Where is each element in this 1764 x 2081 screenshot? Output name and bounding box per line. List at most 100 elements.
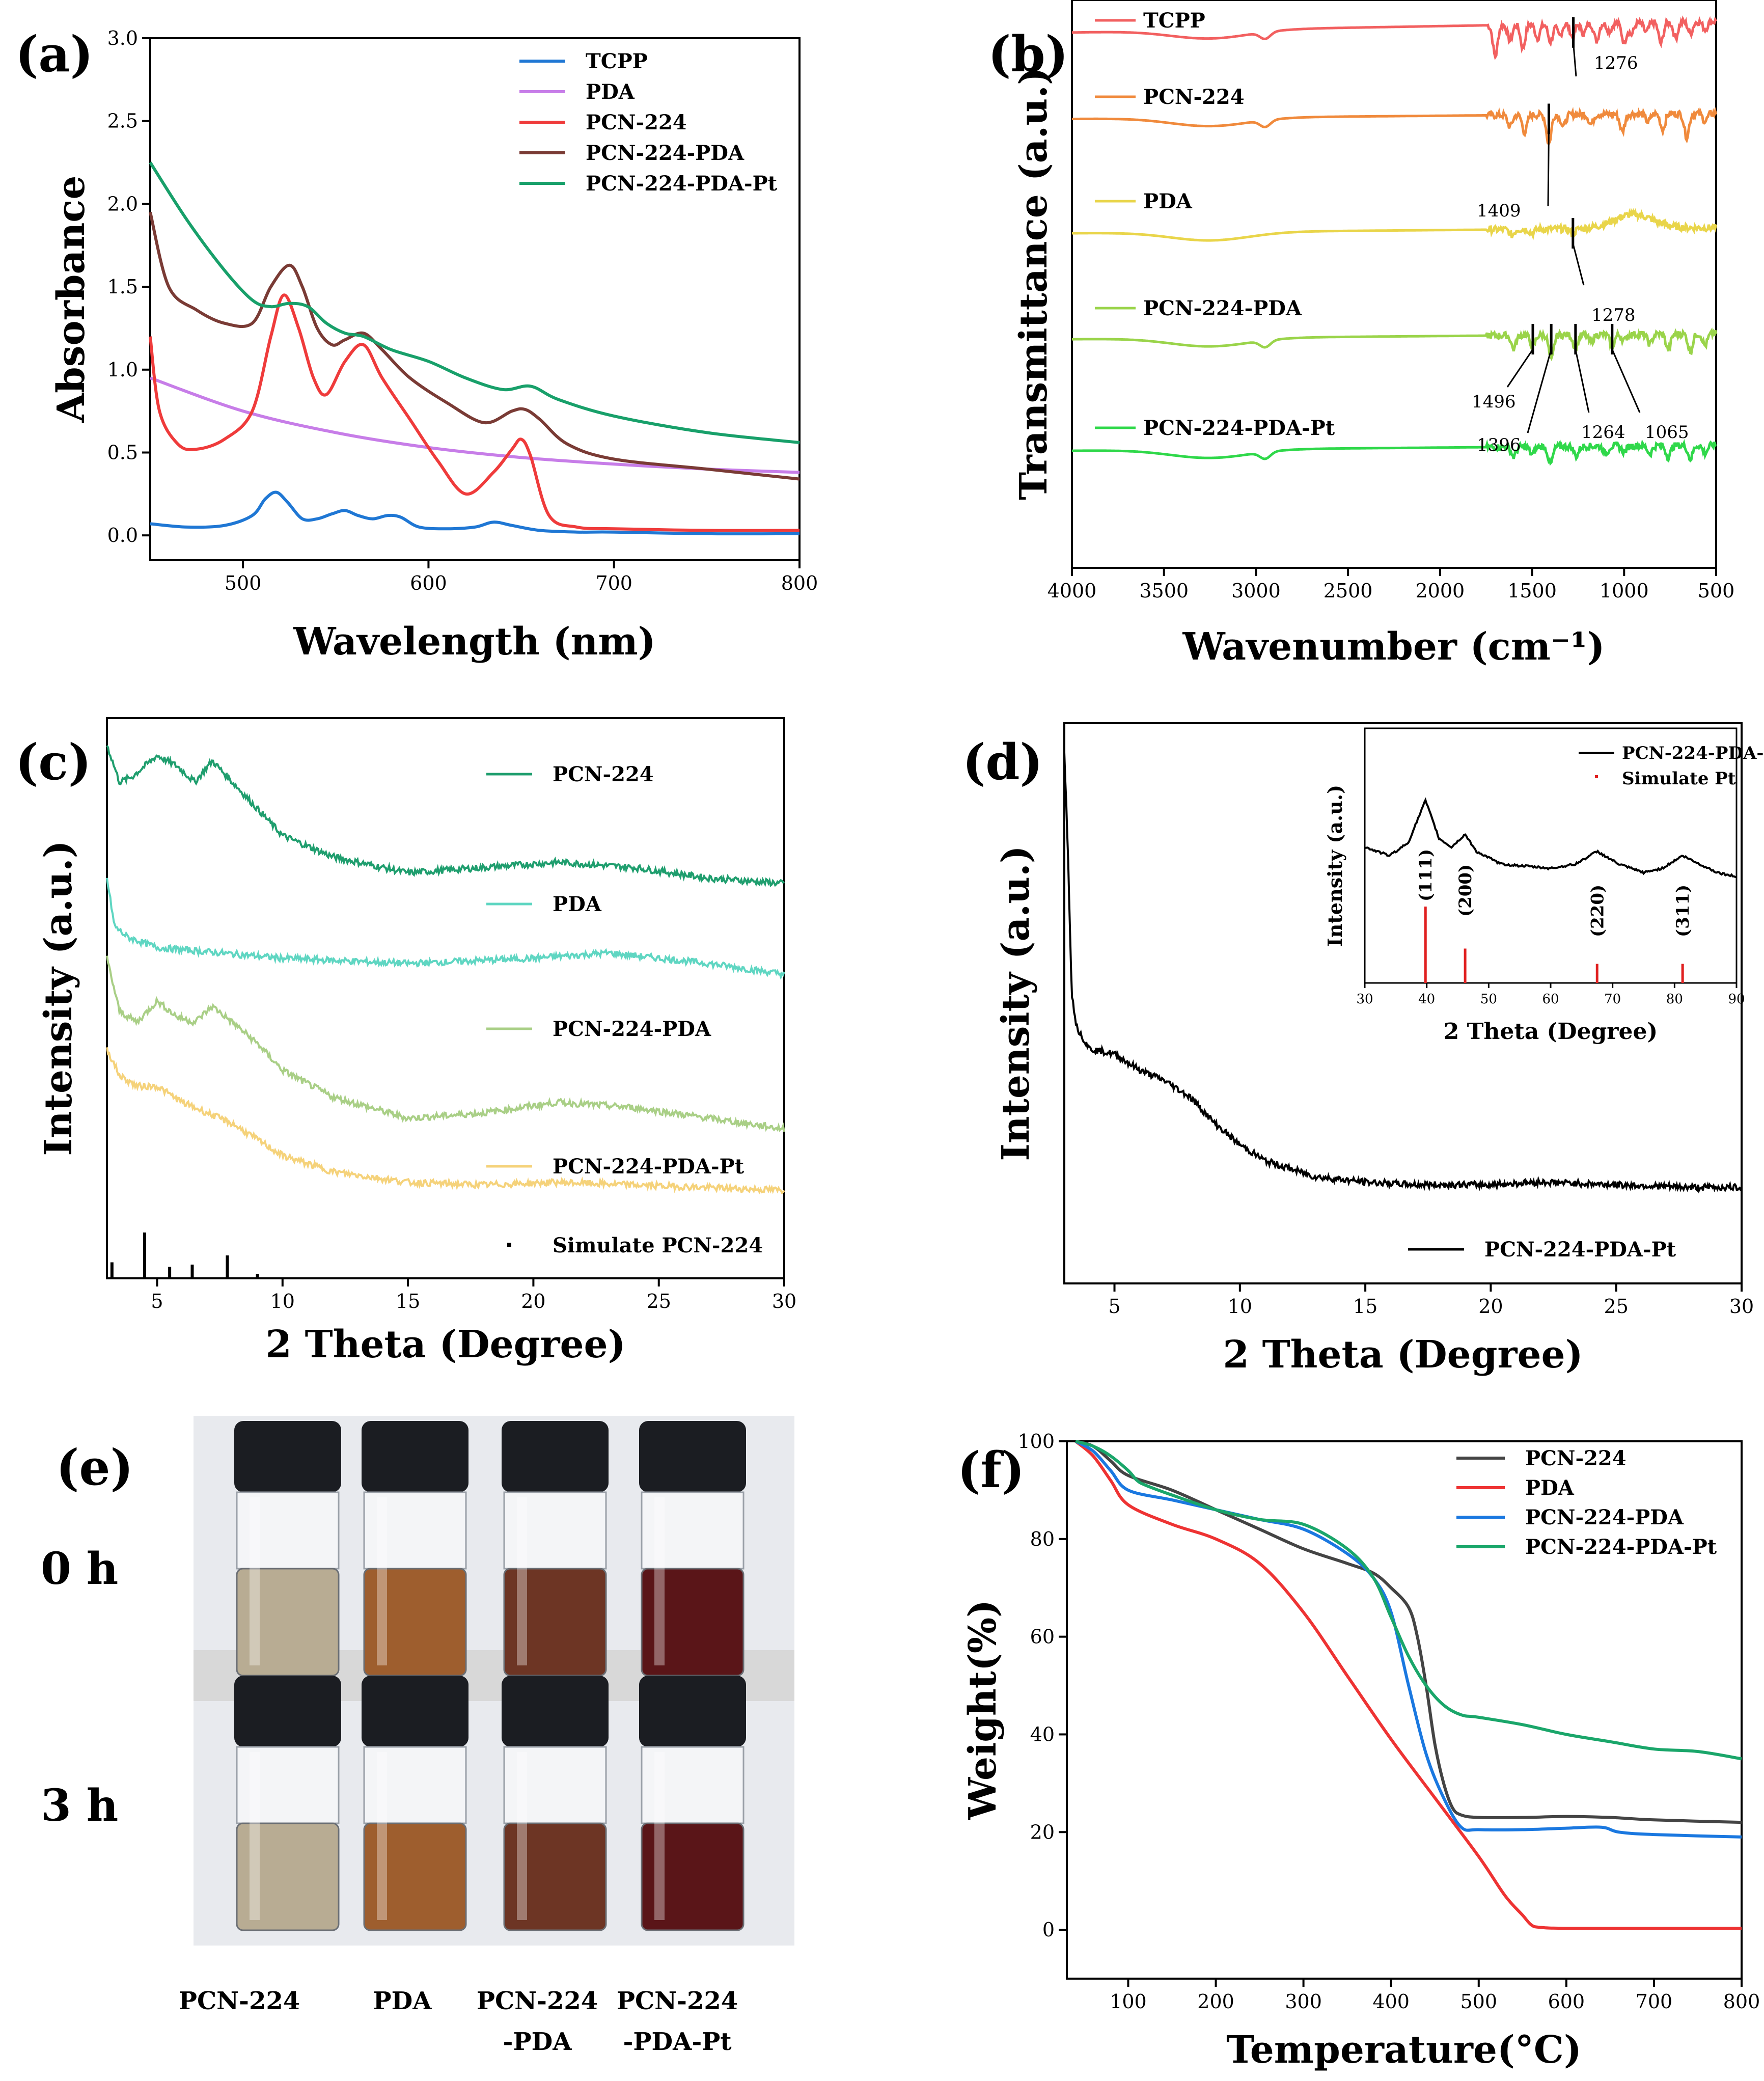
y-tick-label: 3.0	[107, 27, 138, 49]
time-label-3h: 3 h	[41, 1780, 118, 1831]
panel-c-ylabel: Intensity (a.u.)	[37, 840, 80, 1156]
panel-d-frame	[1063, 722, 1743, 1284]
series-line-pda	[1074, 1440, 1742, 1930]
legend-label-tcpp: TCPP	[1143, 9, 1205, 33]
panel-f-frame	[1066, 1440, 1743, 1980]
legend-label-simulate-pcn-224: Simulate PCN-224	[553, 1234, 763, 1257]
x-tick-label: 800	[1723, 1990, 1760, 2013]
series-line-pcn-224-pda	[1074, 1440, 1742, 1839]
panel-d-ylabel: Intensity (a.u.)	[994, 845, 1038, 1161]
x-tick-label: 4000	[1048, 580, 1097, 602]
vial-label-2-line2: -PDA	[503, 2028, 572, 2056]
panel-b-ylabel: Transmittance (a.u.)	[1012, 67, 1056, 500]
panel-c-frame	[106, 717, 785, 1279]
inset-legend-swatch-simulate	[1595, 775, 1598, 778]
inset-x-tick-label: 90	[1728, 992, 1745, 1007]
legend-label-pda: PDA	[586, 80, 635, 104]
legend-label-pda: PDA	[553, 892, 602, 916]
panel-a-frame	[149, 37, 801, 561]
inset-legend-label-simulate: Simulate Pt	[1622, 769, 1736, 789]
panel-f-tga-chart: (f) 0 20 40 60 80 100 100 200 300 400 500 600 700 80…	[957, 1430, 1760, 2072]
vial-highlight	[654, 1497, 665, 1665]
vial-cap	[362, 1676, 468, 1747]
legend-label-pda: PDA	[1525, 1476, 1575, 1500]
panel-b-ftir-chart: (b) 4000 3500 3000 2500 2000 1500 1000 500 TCPP…	[988, 0, 1734, 669]
vial-highlight	[517, 1497, 527, 1665]
y-tick-label: 20	[1030, 1821, 1055, 1843]
x-tick-label: 15	[396, 1290, 420, 1312]
x-tick-label: 100	[1110, 1990, 1147, 2013]
inset-peak-labels: (111) (200) (220) (311)	[1416, 849, 1693, 937]
peak-label-1409: 1409	[1477, 201, 1521, 221]
x-tick-label: 400	[1372, 1990, 1410, 2013]
series-line-pcn-224-pda	[1072, 327, 1718, 362]
vial-cap	[639, 1676, 746, 1747]
y-tick-label: 80	[1030, 1528, 1055, 1550]
panel-b-annotations: 1276 1409 1278 1496 1396 1264 1065	[1472, 17, 1689, 455]
vial-label-0-line1: PCN-224	[179, 1987, 300, 2015]
vial-cap	[234, 1421, 341, 1492]
panel-c-legend: PCN-224 PDA PCN-224-PDA PCN-224-PDA-Pt Simul…	[486, 762, 763, 1257]
y-tick-label: 0	[1042, 1919, 1055, 1941]
x-tick-label: 5	[1108, 1295, 1120, 1318]
legend-label-pda: PDA	[1143, 189, 1193, 213]
legend-label-pcn-224-pda-pt: PCN-224-PDA-Pt	[1143, 416, 1335, 440]
panel-label-f: (f)	[957, 1441, 1025, 1499]
y-tick-label: 0.0	[107, 524, 138, 546]
vial-glass	[363, 1491, 467, 1570]
series-line-pcn-224-pda-pt	[1063, 752, 1742, 1194]
time-label-0h: 0 h	[41, 1543, 118, 1595]
x-tick-label: 600	[1548, 1990, 1585, 2013]
vial-liquid	[236, 1822, 340, 1931]
vial-highlight	[654, 1752, 665, 1920]
legend-label-pcn-224-pda-pt: PCN-224-PDA-Pt	[1484, 1238, 1676, 1262]
peak-label-1065: 1065	[1645, 422, 1689, 443]
inset-x-tick-label: 70	[1604, 992, 1621, 1007]
legend-label-pcn-224: PCN-224	[1525, 1446, 1627, 1470]
inset-x-tick-label: 80	[1666, 992, 1683, 1007]
panel-c-xlabel: 2 Theta (Degree)	[265, 1323, 625, 1366]
legend-label-pcn-224-pda: PCN-224-PDA	[1143, 296, 1302, 320]
x-tick-label: 3000	[1231, 580, 1281, 602]
x-tick-label: 25	[1604, 1295, 1629, 1318]
panel-d-xlabel: 2 Theta (Degree)	[1223, 1333, 1583, 1377]
panel-a-legend: TCPP PDA PCN-224 PCN-224-PDA PCN-224-PDA-Pt	[519, 49, 778, 196]
panel-a-xlabel: Wavelength (nm)	[293, 620, 655, 664]
legend-label-pcn-224-pda-pt: PCN-224-PDA-Pt	[1525, 1535, 1717, 1559]
series-line-pcn-224-pda-pt	[1072, 439, 1717, 466]
x-tick-label: 200	[1197, 1990, 1234, 2013]
legend-label-tcpp: TCPP	[586, 49, 648, 73]
inset-x-tick-label: 40	[1418, 992, 1435, 1007]
arrow-line	[1575, 349, 1590, 413]
inset-legend-label-sample: PCN-224-PDA-Pt	[1622, 743, 1764, 763]
inset-legend: PCN-224-PDA-Pt Simulate Pt	[1579, 743, 1764, 789]
inset-x-tick-label: 30	[1356, 992, 1373, 1007]
arrow-line	[1611, 349, 1641, 413]
panel-f-ylabel: Weight(%)	[961, 1600, 1005, 1820]
vial-liquid	[363, 1822, 467, 1931]
arrow-line	[1572, 243, 1585, 286]
panel-a-ylabel: Absorbance	[49, 176, 93, 423]
y-tick-label: 40	[1030, 1723, 1055, 1745]
series-line-pcn-224	[106, 745, 785, 887]
y-tick-label: 100	[1017, 1430, 1055, 1453]
series-line-tcpp	[150, 490, 800, 536]
vial-cap	[639, 1421, 746, 1492]
x-tick-label: 15	[1353, 1295, 1377, 1318]
vial-label-1-line1: PDA	[373, 1987, 432, 2015]
vial-glass	[641, 1746, 745, 1824]
panel-b-legend: TCPP PCN-224 PDA PCN-224-PDA PCN-224-PDA-Pt	[1095, 9, 1335, 440]
x-tick-label: 500	[225, 572, 262, 594]
inset-series-line	[1365, 797, 1737, 878]
panel-b-frame	[1071, 0, 1717, 569]
series-line-pcn-224-pda-pt	[106, 1047, 785, 1195]
panel-label-b: (b)	[988, 25, 1068, 83]
legend-label-pcn-224-pda: PCN-224-PDA	[1525, 1505, 1684, 1529]
inset-x-tick-label: 50	[1480, 992, 1497, 1007]
vial-label-2-line1: PCN-224	[477, 1987, 598, 2015]
legend-label-pcn-224: PCN-224	[553, 762, 654, 786]
panel-f-legend: PCN-224 PDA PCN-224-PDA PCN-224-PDA-Pt	[1456, 1446, 1717, 1559]
x-tick-label: 25	[647, 1290, 671, 1312]
x-tick-label: 10	[270, 1290, 295, 1312]
panel-label-c: (c)	[15, 733, 91, 791]
